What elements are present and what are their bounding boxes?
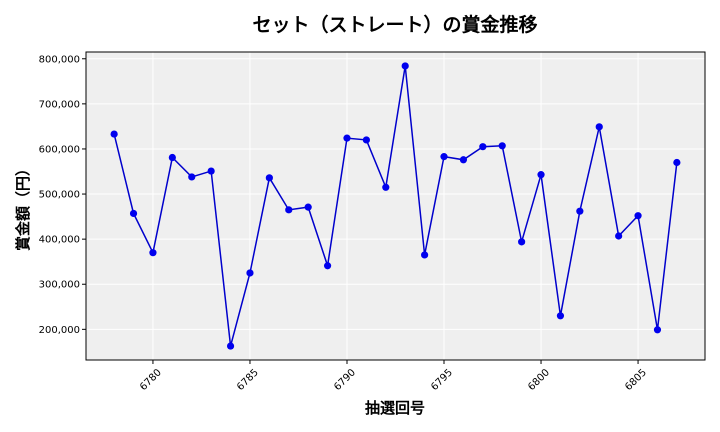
data-point [440, 153, 448, 161]
data-point [246, 269, 254, 277]
series [110, 62, 681, 350]
data-point [615, 232, 623, 240]
x-tick-label: 6780 [138, 367, 164, 393]
data-point [518, 238, 526, 246]
x-tick-label: 6790 [332, 367, 358, 393]
data-point [556, 312, 565, 320]
y-axis-label: 賞金額（円） [14, 161, 32, 251]
x-tick-label: 6800 [526, 367, 552, 393]
x-tick-label: 6785 [235, 367, 261, 393]
y-tick-label: 600,000 [39, 144, 80, 155]
data-point [421, 251, 429, 259]
data-point [110, 130, 118, 138]
x-axis: 6780 6785 6790 6795 6800 6805 [138, 360, 649, 393]
plot-frame [85, 51, 706, 361]
x-axis-label: 抽選回号 [365, 399, 425, 417]
data-point [576, 207, 584, 215]
data-point [285, 206, 293, 214]
y-axis: 200,000 300,000 400,000 500,000 600,000 700,0… [39, 54, 86, 336]
y-tick-label: 700,000 [39, 99, 80, 110]
data-point [188, 173, 196, 181]
y-tick-label: 500,000 [39, 190, 80, 201]
y-tick-label: 400,000 [39, 235, 80, 246]
data-point [362, 136, 370, 144]
data-point [168, 153, 176, 162]
data-point [653, 326, 662, 334]
plot-area [86, 52, 705, 360]
data-point [323, 262, 332, 270]
x-tick-label: 6805 [623, 367, 649, 393]
grid [86, 52, 705, 360]
y-tick-label: 800,000 [39, 54, 80, 65]
data-point [226, 342, 235, 350]
data-point [634, 212, 642, 220]
data-point [537, 171, 545, 179]
y-tick-label: 300,000 [39, 280, 80, 291]
data-point [304, 203, 312, 211]
data-point [207, 167, 215, 175]
data-point [479, 143, 487, 151]
data-point [265, 174, 273, 182]
data-point [382, 183, 390, 191]
data-point [343, 134, 351, 142]
data-point [129, 209, 138, 218]
data-point [595, 123, 603, 131]
chart-title: セット（ストレート）の賞金推移 [252, 13, 537, 36]
data-point [401, 62, 409, 70]
data-point [459, 156, 468, 164]
data-point [673, 158, 681, 167]
data-point [149, 249, 157, 257]
y-tick-label: 200,000 [39, 325, 80, 336]
data-point [498, 142, 506, 150]
x-tick-label: 6795 [429, 367, 455, 393]
